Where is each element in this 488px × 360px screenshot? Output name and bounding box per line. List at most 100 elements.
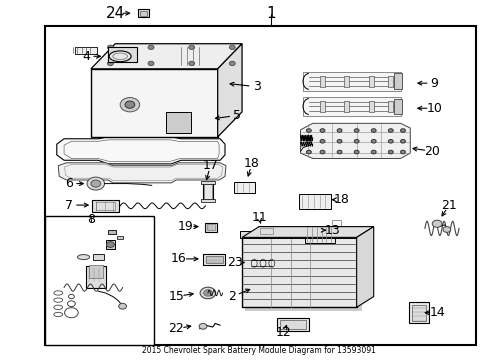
Bar bbox=[166, 112, 190, 134]
Circle shape bbox=[353, 129, 358, 132]
Ellipse shape bbox=[200, 287, 215, 299]
Bar bbox=[257, 226, 274, 236]
Text: 12: 12 bbox=[275, 326, 291, 339]
Circle shape bbox=[87, 177, 104, 190]
Circle shape bbox=[370, 150, 375, 154]
Bar bbox=[75, 46, 97, 54]
Circle shape bbox=[306, 150, 311, 154]
Text: 2: 2 bbox=[228, 290, 236, 303]
Bar bbox=[202, 181, 213, 201]
Ellipse shape bbox=[203, 290, 212, 296]
Circle shape bbox=[370, 139, 375, 143]
Text: 7: 7 bbox=[65, 199, 73, 212]
Bar bbox=[140, 11, 147, 16]
Bar bbox=[91, 69, 217, 137]
Bar bbox=[108, 230, 115, 234]
Circle shape bbox=[119, 303, 126, 309]
Ellipse shape bbox=[251, 259, 257, 267]
Ellipse shape bbox=[109, 51, 131, 62]
Circle shape bbox=[320, 129, 325, 132]
Circle shape bbox=[336, 150, 341, 154]
Text: 8: 8 bbox=[87, 213, 95, 226]
Text: 3: 3 bbox=[252, 80, 260, 93]
Text: 18: 18 bbox=[333, 193, 349, 206]
Bar bbox=[200, 181, 215, 184]
Text: 13: 13 bbox=[324, 224, 340, 237]
Circle shape bbox=[336, 139, 341, 143]
Bar bbox=[105, 240, 115, 249]
Ellipse shape bbox=[268, 259, 274, 267]
Bar bbox=[242, 237, 356, 307]
Text: 4: 4 bbox=[82, 50, 90, 63]
Circle shape bbox=[370, 129, 375, 132]
Bar bbox=[299, 194, 330, 209]
Circle shape bbox=[387, 129, 392, 132]
Text: 2015 Chevrolet Spark Battery Module Diagram for 13593091: 2015 Chevrolet Spark Battery Module Diag… bbox=[142, 346, 375, 355]
Bar bbox=[200, 199, 215, 202]
Bar bbox=[260, 228, 272, 234]
Circle shape bbox=[148, 45, 154, 49]
Circle shape bbox=[106, 242, 114, 247]
Circle shape bbox=[91, 180, 101, 187]
Bar bbox=[393, 73, 402, 89]
Polygon shape bbox=[58, 163, 225, 183]
Circle shape bbox=[336, 129, 341, 132]
Bar bbox=[233, 182, 255, 193]
Bar bbox=[408, 302, 428, 323]
Circle shape bbox=[148, 61, 154, 66]
Ellipse shape bbox=[260, 259, 265, 267]
Circle shape bbox=[442, 226, 450, 232]
Bar bbox=[44, 26, 475, 345]
Bar bbox=[207, 224, 215, 230]
Bar bbox=[387, 101, 392, 112]
Polygon shape bbox=[242, 226, 373, 237]
Circle shape bbox=[400, 150, 405, 154]
Bar bbox=[320, 101, 325, 112]
Bar bbox=[305, 226, 334, 243]
Circle shape bbox=[188, 61, 194, 66]
Bar bbox=[96, 202, 115, 210]
Bar bbox=[93, 254, 103, 260]
Text: 14: 14 bbox=[428, 306, 444, 319]
Circle shape bbox=[188, 45, 194, 49]
Text: 9: 9 bbox=[430, 77, 438, 90]
Text: 21: 21 bbox=[441, 199, 456, 212]
Bar bbox=[280, 320, 305, 329]
Text: 20: 20 bbox=[424, 145, 439, 158]
Circle shape bbox=[107, 45, 113, 49]
Polygon shape bbox=[300, 123, 409, 158]
Circle shape bbox=[387, 150, 392, 154]
Circle shape bbox=[320, 150, 325, 154]
Circle shape bbox=[306, 139, 311, 143]
Bar bbox=[331, 220, 340, 228]
Polygon shape bbox=[91, 44, 242, 69]
Circle shape bbox=[229, 61, 235, 66]
Text: 6: 6 bbox=[65, 177, 73, 190]
Bar bbox=[205, 256, 223, 263]
Polygon shape bbox=[217, 44, 242, 137]
Text: 23: 23 bbox=[226, 256, 242, 269]
Bar bbox=[108, 47, 137, 62]
Bar bbox=[393, 99, 402, 114]
Text: 11: 11 bbox=[251, 211, 266, 224]
Bar bbox=[86, 266, 105, 288]
Bar bbox=[89, 265, 102, 278]
Circle shape bbox=[353, 150, 358, 154]
Text: 22: 22 bbox=[168, 322, 184, 335]
Circle shape bbox=[387, 139, 392, 143]
Text: 18: 18 bbox=[244, 157, 259, 170]
Bar bbox=[303, 96, 400, 116]
Text: 15: 15 bbox=[168, 290, 184, 303]
Text: 17: 17 bbox=[202, 159, 218, 172]
Bar bbox=[344, 76, 348, 87]
Polygon shape bbox=[356, 226, 373, 307]
Circle shape bbox=[229, 45, 235, 49]
Circle shape bbox=[107, 61, 113, 66]
Text: 10: 10 bbox=[426, 102, 442, 115]
Ellipse shape bbox=[77, 255, 89, 260]
Bar bbox=[239, 231, 358, 238]
Bar bbox=[344, 101, 348, 112]
Text: 1: 1 bbox=[266, 6, 276, 21]
Bar bbox=[138, 9, 149, 17]
Bar bbox=[117, 235, 123, 239]
